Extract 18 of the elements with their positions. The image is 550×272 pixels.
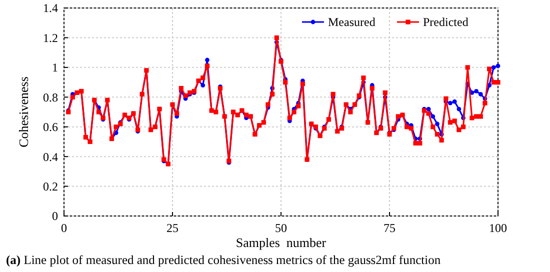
x-tick-label: 25	[166, 221, 178, 235]
legend-label: Measured	[328, 15, 376, 30]
x-axis-title: Samples number	[236, 235, 327, 250]
y-tick-label: 0.4	[43, 150, 58, 164]
y-tick-label: 0	[52, 209, 58, 224]
x-tick-label: 100	[489, 221, 507, 235]
x-tick-label: 75	[384, 221, 396, 235]
y-axis-title: Cohesiveness	[16, 76, 31, 148]
y-tick-label: 0.6	[43, 120, 58, 134]
y-tick-label: 0.2	[43, 179, 58, 194]
text: (a) Line plot of measured and predicted cohesiveness metrics of the gauss2mf function	[6, 253, 442, 267]
y-tick-label: 0.8	[43, 90, 58, 104]
y-tick-label: 1.4	[43, 1, 58, 16]
y-tick-label: 1.2	[43, 30, 58, 45]
y-tick-label: 1	[52, 60, 58, 75]
x-tick-label: 50	[275, 221, 287, 235]
x-tick-label: 0	[61, 221, 67, 235]
legend-label: Predicted	[423, 15, 468, 30]
